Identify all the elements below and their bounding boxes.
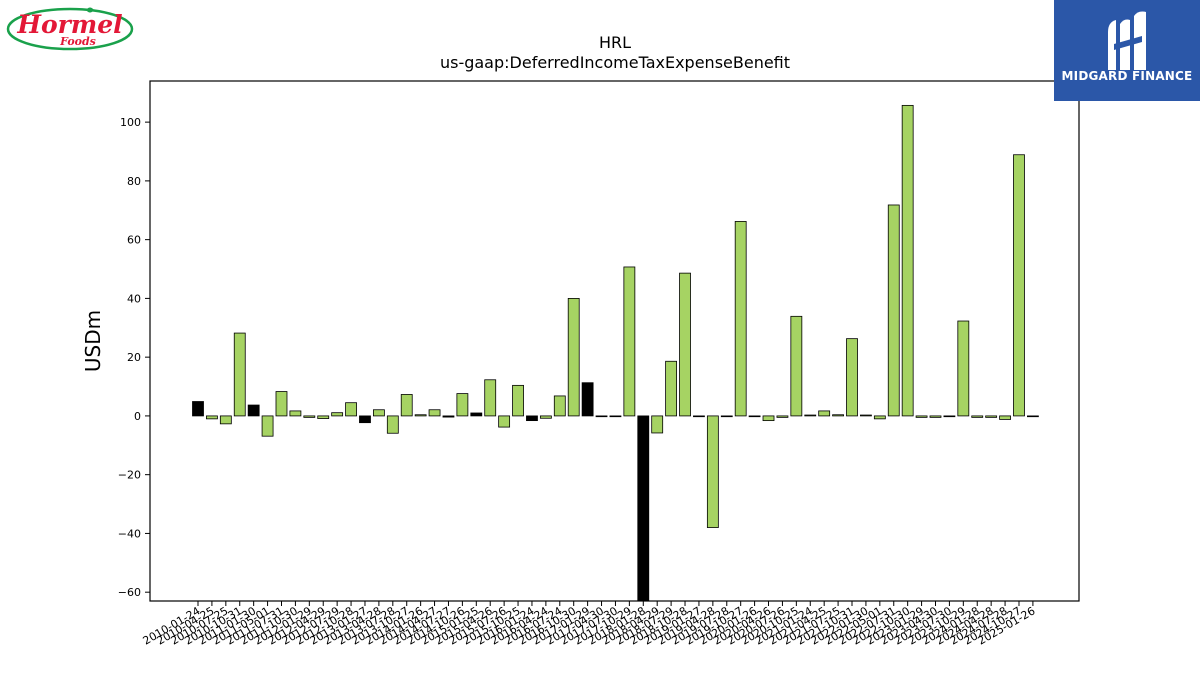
- hormel-foods-logo: Hormel Foods: [6, 4, 138, 54]
- bar-2022-10-30: [901, 104, 914, 417]
- chart-subtitle: us-gaap:DeferredIncomeTaxExpenseBenefit: [440, 53, 790, 72]
- bar-2017-04-30: [595, 415, 608, 418]
- bar-2011-10-30: [289, 410, 302, 417]
- bar-2019-04-28: [706, 415, 719, 528]
- y-tick-label: 20: [127, 351, 141, 364]
- y-tick-label: −60: [118, 586, 141, 599]
- bar-2018-07-29: [665, 360, 678, 417]
- bar-2019-07-28: [720, 415, 733, 418]
- bar-2014-04-27: [428, 409, 441, 417]
- bar-2020-10-25: [790, 315, 803, 417]
- bar-2018-04-29: [651, 415, 664, 434]
- midgard-finance-logo: MIDGARD FINANCE: [1054, 0, 1200, 101]
- bar-2013-01-27: [359, 415, 371, 424]
- midgard-logo-text: MIDGARD FINANCE: [1061, 69, 1193, 83]
- bar-2014-10-26: [456, 393, 469, 417]
- y-tick-label: −40: [118, 527, 141, 540]
- y-tick-label: 100: [120, 116, 141, 129]
- bar-2021-01-24: [804, 414, 817, 417]
- bar-2023-01-29: [915, 415, 928, 418]
- y-tick-label: 0: [134, 410, 141, 423]
- bar-2015-07-26: [498, 415, 511, 428]
- bar-2011-07-31: [275, 391, 288, 417]
- bar-2024-04-28: [985, 415, 998, 418]
- bar-2020-04-26: [762, 415, 775, 422]
- y-tick-label: 40: [127, 292, 141, 305]
- bar-2013-10-27: [400, 394, 413, 417]
- bar-2012-01-29: [303, 415, 316, 418]
- chart-title: HRL: [599, 33, 631, 52]
- bar-2010-01-24: [192, 401, 204, 417]
- bar-2014-07-27: [442, 415, 455, 418]
- bar-2016-10-30: [567, 298, 580, 417]
- bar-2017-10-29: [623, 266, 636, 417]
- bar-2024-10-27: [1013, 154, 1025, 417]
- bar-2018-01-28: [637, 415, 650, 602]
- bar-2017-07-30: [609, 415, 622, 418]
- y-axis: −60 −40 −20 0 20 40 60 80 100: [118, 116, 150, 599]
- bar-2011-01-30: [247, 404, 260, 417]
- bar-2022-05-01: [873, 415, 886, 420]
- bar-2010-04-25: [206, 415, 218, 420]
- y-tick-label: 80: [127, 175, 141, 188]
- bar-2025-01-26: [1027, 415, 1039, 418]
- bar-2021-07-25: [832, 414, 844, 417]
- y-tick-label: 60: [127, 234, 141, 247]
- bar-2014-01-26: [414, 414, 427, 417]
- y-axis-label: USDm: [81, 310, 105, 372]
- bar-2013-04-28: [372, 409, 385, 417]
- bars: [192, 104, 1039, 602]
- bar-2022-01-30: [860, 414, 872, 417]
- y-tick-label: −20: [118, 469, 141, 482]
- bar-2012-07-29: [331, 412, 344, 417]
- bar-2021-10-31: [846, 338, 858, 417]
- hormel-logo-brand: Hormel: [16, 10, 122, 39]
- bar-2023-07-30: [943, 415, 956, 418]
- bar-2015-10-25: [512, 384, 524, 417]
- bar-2012-10-28: [345, 402, 357, 417]
- plot-frame: [149, 80, 1080, 602]
- bar-2020-07-26: [776, 415, 789, 418]
- bar-2018-10-28: [679, 272, 691, 417]
- bar-2010-10-31: [233, 332, 246, 417]
- bar-2012-04-29: [317, 415, 330, 419]
- hormel-logo-sub: Foods: [59, 35, 96, 48]
- bar-2016-07-24: [553, 395, 566, 417]
- bar-2016-01-24: [526, 415, 538, 422]
- bar-2019-01-27: [693, 415, 705, 418]
- bar-2016-04-24: [539, 415, 552, 419]
- bar-2010-07-25: [219, 415, 232, 425]
- bar-2020-01-26: [748, 415, 761, 418]
- bar-2017-01-29: [581, 382, 594, 417]
- x-axis: 2010-01-242010-04-252010-07-252010-10-31…: [141, 601, 1037, 648]
- bar-2021-04-25: [818, 410, 831, 417]
- bar-2023-10-29: [957, 320, 970, 417]
- bar-2019-10-27: [734, 221, 747, 417]
- bar-2024-07-28: [999, 415, 1011, 420]
- bar-2024-01-28: [971, 415, 984, 418]
- bar-2015-04-26: [484, 379, 497, 417]
- bar-2023-04-30: [929, 415, 942, 418]
- bar-2022-07-31: [887, 204, 900, 417]
- midgard-emblem-icon: [1108, 11, 1146, 70]
- bar-2013-07-28: [386, 415, 399, 434]
- leaf-icon: [86, 7, 94, 13]
- bar-2011-05-01: [261, 415, 274, 437]
- bar-2015-01-25: [470, 412, 483, 417]
